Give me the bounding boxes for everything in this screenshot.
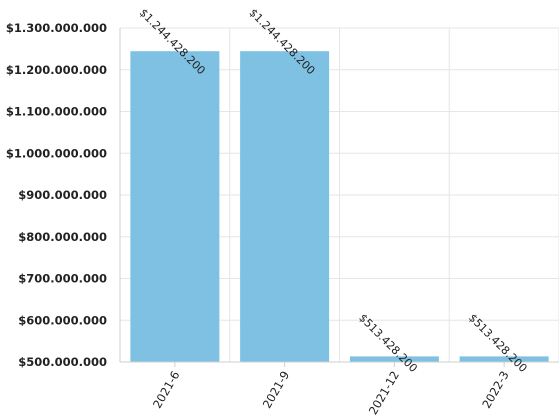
y-tick-label: $500.000.000 [18,355,107,369]
y-tick-labels: $500.000.000 $600.000.000 $700.000.000 $800… [6,21,107,369]
y-tick-label: $1.000.000.000 [6,146,107,160]
y-tick-label: $700.000.000 [18,272,107,286]
y-tick-label: $1.200.000.000 [6,63,107,77]
data-label: $513.428.200 [466,311,530,375]
bar [349,356,439,362]
x-tick-label: 2022-3 [479,369,511,411]
y-tick-label: $1.300.000.000 [6,21,107,35]
y-tick-label: $900.000.000 [18,188,107,202]
axes [119,28,559,367]
bar [240,51,330,362]
y-tick-label: $1.100.000.000 [6,105,107,119]
bar [130,51,220,362]
data-label: $513.428.200 [356,311,420,375]
bars [130,51,549,362]
x-tick-label: 2021-6 [150,369,182,411]
x-tick-label: 2021-9 [260,369,292,411]
y-tick-label: $800.000.000 [18,230,107,244]
bar [459,356,549,362]
x-tick-labels: 2021-6 2021-9 2021-12 2022-3 [150,369,512,415]
y-tick-label: $600.000.000 [18,313,107,327]
x-tick-label: 2021-12 [366,369,402,415]
